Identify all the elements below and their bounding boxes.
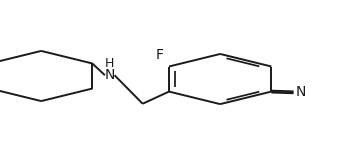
Text: N: N bbox=[295, 85, 306, 99]
Text: F: F bbox=[156, 48, 164, 62]
Text: N: N bbox=[105, 68, 115, 82]
Text: H: H bbox=[105, 57, 115, 70]
